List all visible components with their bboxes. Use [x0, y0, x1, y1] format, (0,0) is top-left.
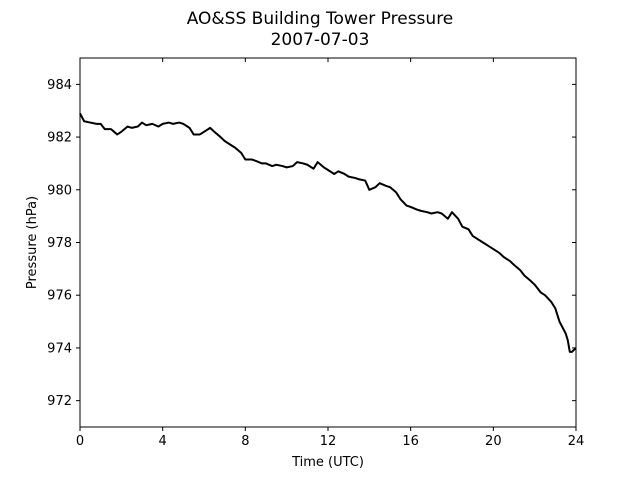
y-tick-label: 972 [47, 394, 72, 409]
x-axis-label: Time (UTC) [291, 455, 364, 470]
pressure-series-line [79, 112, 577, 353]
x-tick-label: 12 [320, 434, 337, 449]
chart-subtitle: 2007-07-03 [271, 30, 370, 50]
y-tick-label: 980 [47, 183, 72, 198]
y-axis-label: Pressure (hPa) [25, 196, 40, 289]
plot-frame [79, 57, 577, 428]
x-axis-ticks: 0 4 8 12 16 20 24 [76, 58, 584, 449]
x-tick-label: 4 [159, 434, 167, 449]
chart-title: AO&SS Building Tower Pressure [187, 9, 454, 29]
x-tick-label: 0 [76, 434, 84, 449]
plot-area: 0 4 8 12 16 20 24 972 974 976 978 980 982 984 [47, 57, 584, 449]
x-tick-label: 16 [402, 434, 419, 449]
x-tick-label: 24 [568, 434, 585, 449]
y-tick-label: 974 [47, 341, 72, 356]
y-tick-label: 984 [47, 78, 72, 93]
y-tick-label: 982 [47, 131, 72, 146]
y-axis-ticks: 972 974 976 978 980 982 984 [47, 78, 576, 409]
y-tick-label: 976 [47, 289, 72, 304]
x-tick-label: 20 [485, 434, 502, 449]
y-tick-label: 978 [47, 236, 72, 251]
x-tick-label: 8 [241, 434, 249, 449]
